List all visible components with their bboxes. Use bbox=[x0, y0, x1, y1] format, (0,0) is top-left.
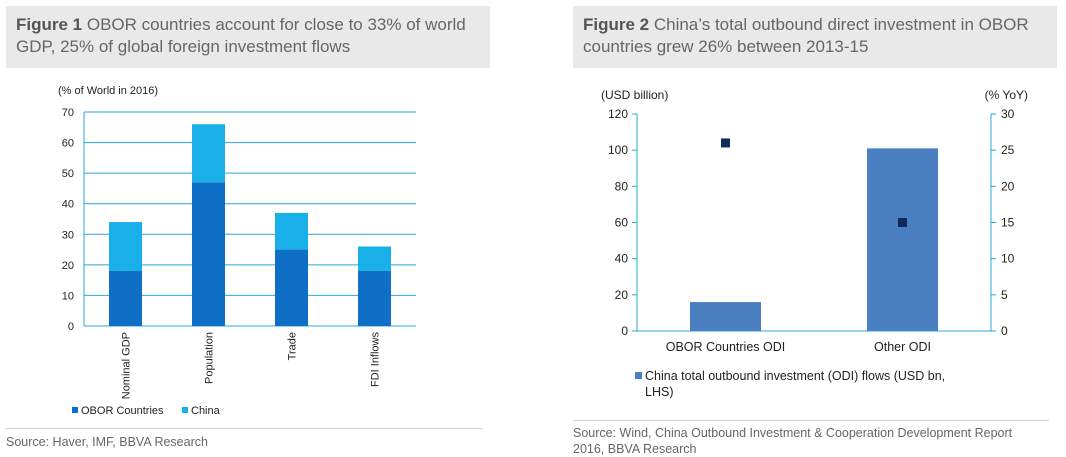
figure2-x-tick-label: OBOR Countries ODI bbox=[666, 340, 785, 354]
figure1-title-text: OBOR countries account for close to 33% … bbox=[16, 15, 466, 56]
figure2-right-tick-label: 0 bbox=[1001, 324, 1008, 338]
figure2-right-tick-label: 20 bbox=[1001, 179, 1015, 193]
figure2-left-tick-label: 60 bbox=[615, 216, 629, 230]
figure1-legend-label: OBOR Countries bbox=[81, 405, 164, 417]
figure2-right-tick-label: 5 bbox=[1001, 288, 1008, 302]
figure1-bar-obor bbox=[358, 270, 391, 326]
figure1-x-tick-label: Trade bbox=[287, 332, 299, 360]
figure1-y-tick-label: 50 bbox=[62, 168, 74, 180]
figure2-right-tick-label: 15 bbox=[1001, 216, 1015, 230]
figure2-panel: Figure 2 China’s total outbound direct i… bbox=[573, 0, 1057, 456]
figure2-source: Source: Wind, China Outbound Investment … bbox=[573, 426, 1013, 456]
figure1-x-tick-label: Nominal GDP bbox=[121, 332, 133, 399]
figure1-bar-obor bbox=[192, 182, 225, 326]
figure2-left-tick-label: 20 bbox=[615, 288, 629, 302]
figure1-panel: Figure 1 OBOR countries account for clos… bbox=[6, 0, 490, 456]
figure1-y-tick-label: 10 bbox=[62, 290, 74, 302]
figure2-yoy-marker bbox=[721, 138, 730, 148]
figure1-x-tick-label: Population bbox=[204, 332, 216, 384]
figure1-bar-china bbox=[358, 246, 391, 271]
figure1-y-tick-label: 0 bbox=[68, 321, 74, 333]
figure1-title-label: Figure 1 bbox=[16, 15, 83, 34]
figure1-legend-label: China bbox=[191, 405, 221, 417]
figure1-bar-obor bbox=[275, 249, 308, 326]
figure2-left-axis-label: (USD billion) bbox=[601, 88, 668, 102]
figure2-left-tick-label: 100 bbox=[608, 143, 628, 157]
figure2-right-axis-label: (% YoY) bbox=[985, 88, 1028, 102]
figure2-bar bbox=[867, 148, 938, 331]
figure1-source: Source: Haver, IMF, BBVA Research bbox=[6, 435, 208, 449]
figure2-title-label: Figure 2 bbox=[583, 15, 650, 34]
figure2-source-divider bbox=[573, 420, 1049, 421]
figure2-chart: (USD billion) (% YoY) 0 20 40 60 80 100 120 0 5 10 1… bbox=[601, 88, 1028, 399]
figure1-y-tick-label: 70 bbox=[62, 107, 74, 119]
figure2-left-tick-label: 40 bbox=[615, 252, 629, 266]
figure2-left-tick-label: 80 bbox=[615, 179, 629, 193]
figure1-source-divider bbox=[6, 428, 482, 429]
figure1-legend-swatch bbox=[182, 407, 188, 413]
figure2-right-tick-label: 10 bbox=[1001, 252, 1015, 266]
figure1-y-tick-label: 40 bbox=[62, 199, 74, 211]
figure1-bar-china bbox=[275, 212, 308, 250]
figure2-right-tick-label: 30 bbox=[1001, 107, 1015, 121]
figure2-yoy-marker bbox=[898, 218, 907, 227]
figure2-left-tick-label: 0 bbox=[621, 324, 628, 338]
figure1-bar-obor bbox=[109, 270, 142, 326]
figure1-bar-china bbox=[192, 124, 225, 183]
figure1-chart: (% of World in 2016) 0 10 20 30 40 50 60 70 Nomin… bbox=[58, 85, 416, 417]
figure2-title-text: China’s total outbound direct investment… bbox=[583, 15, 1029, 56]
figure1-title: Figure 1 OBOR countries account for clos… bbox=[6, 6, 490, 68]
figure1-y-tick-label: 20 bbox=[62, 260, 74, 272]
figure1-y-tick-label: 30 bbox=[62, 229, 74, 241]
figure1-legend-swatch bbox=[72, 407, 78, 413]
figure1-y-axis-label: (% of World in 2016) bbox=[58, 85, 158, 97]
figure1-x-tick-label: FDI Inflows bbox=[370, 332, 382, 388]
figure2-legend-label: China total outbound investment (ODI) fl… bbox=[645, 369, 945, 399]
figure2-x-tick-label: Other ODI bbox=[874, 340, 931, 354]
figure2-title: Figure 2 China’s total outbound direct i… bbox=[573, 6, 1057, 68]
figure1-bar-china bbox=[109, 222, 142, 271]
figure2-legend-swatch bbox=[635, 372, 642, 379]
figure2-right-tick-label: 25 bbox=[1001, 143, 1015, 157]
figure2-left-tick-label: 120 bbox=[608, 107, 628, 121]
figure2-bar bbox=[690, 302, 761, 331]
figure1-y-tick-label: 60 bbox=[62, 138, 74, 150]
